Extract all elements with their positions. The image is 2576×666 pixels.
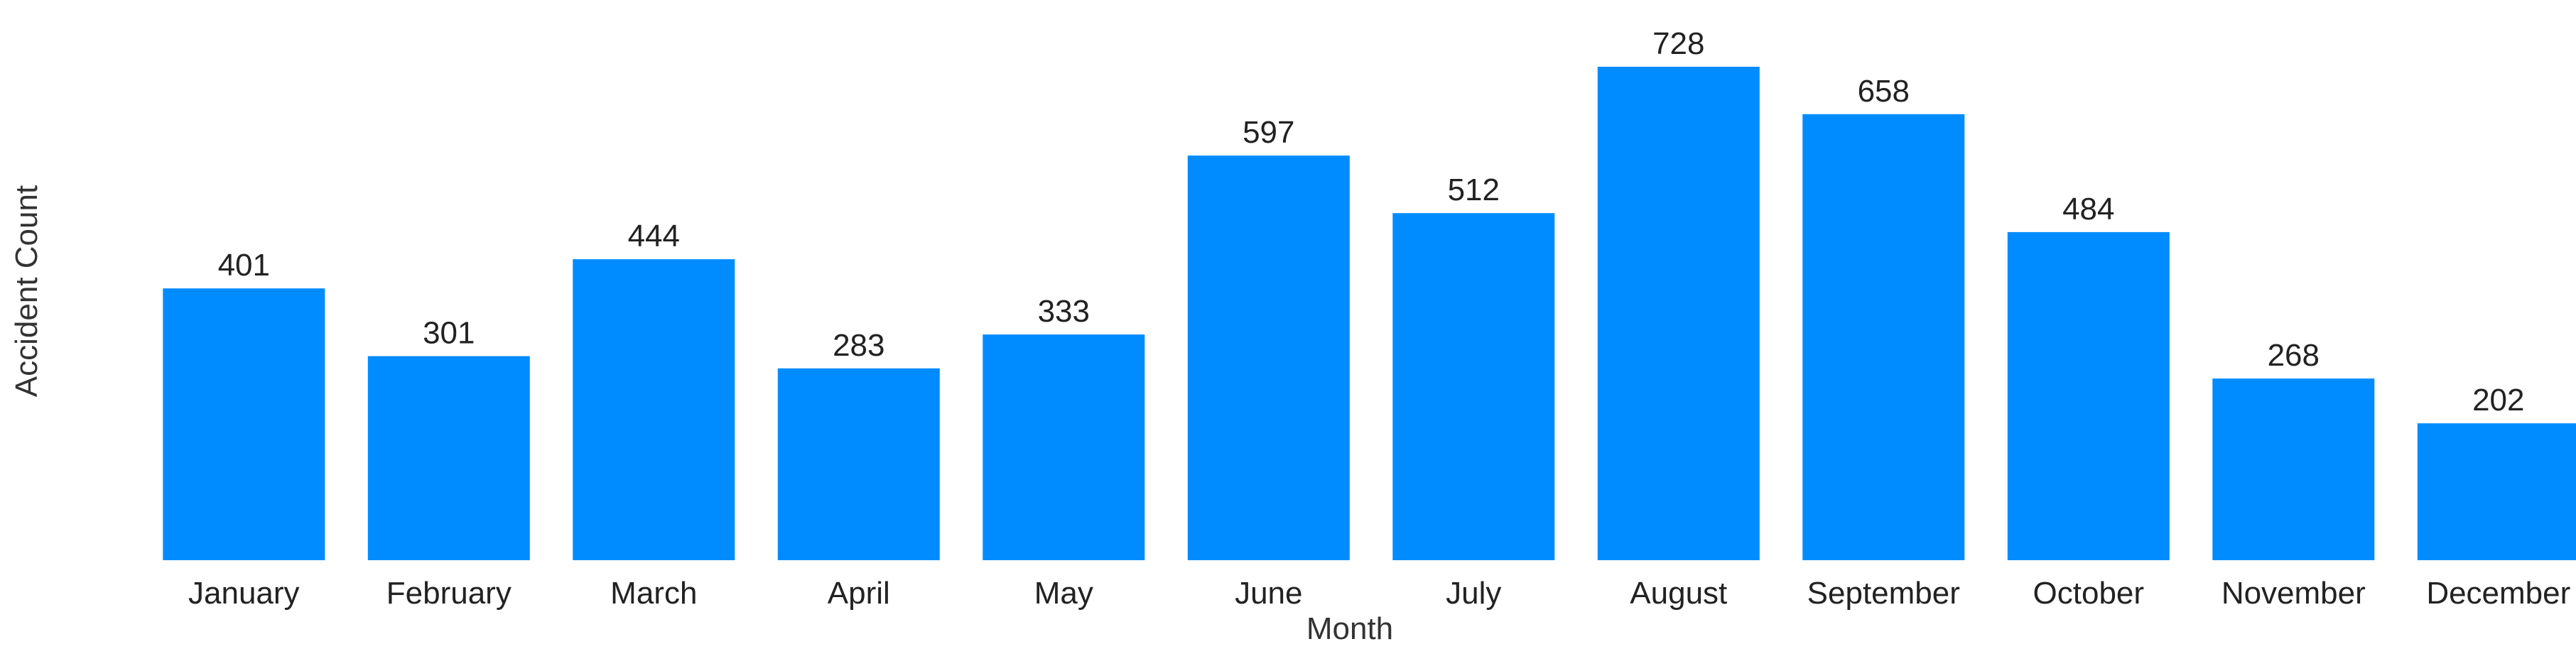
x-tick-labels: January February March April May June July Augu… — [188, 576, 2570, 611]
x-tick-label-january: January — [188, 576, 300, 611]
value-label-november: 268 — [2268, 338, 2320, 373]
bar-december — [2417, 423, 2576, 560]
x-tick-label-november: November — [2221, 576, 2366, 611]
bar-october — [2007, 231, 2170, 560]
bar-july — [1392, 213, 1555, 560]
x-tick-label-august: August — [1630, 576, 1727, 611]
x-axis-title: Month — [1306, 611, 1393, 646]
value-label-june: 597 — [1243, 115, 1294, 150]
value-label-february: 301 — [423, 316, 475, 351]
bar-february — [367, 356, 530, 560]
value-label-september: 658 — [1858, 74, 1910, 109]
x-tick-label-december: December — [2426, 576, 2570, 611]
value-labels-layer: 401 301 444 283 333 597 512 728 658 484 268 202 — [218, 26, 2525, 417]
bar-august — [1597, 67, 1760, 560]
value-label-may: 333 — [1038, 294, 1090, 329]
value-label-december: 202 — [2472, 383, 2524, 417]
x-tick-label-october: October — [2033, 576, 2145, 611]
x-tick-label-april: April — [828, 576, 890, 611]
bars-layer — [163, 67, 2576, 561]
x-tick-label-september: September — [1807, 576, 1960, 611]
bar-march — [573, 259, 735, 560]
value-label-october: 484 — [2062, 192, 2114, 226]
value-label-august: 728 — [1652, 26, 1704, 61]
bar-september — [1802, 114, 1965, 561]
x-tick-label-july: July — [1446, 576, 1501, 611]
y-axis-title: Accident Count — [9, 185, 44, 397]
bar-january — [163, 288, 325, 560]
x-tick-label-february: February — [386, 576, 512, 611]
x-tick-label-june: June — [1235, 576, 1302, 611]
bar-november — [2212, 378, 2375, 560]
value-label-march: 444 — [628, 219, 680, 253]
bar-june — [1187, 155, 1350, 561]
value-label-april: 283 — [833, 328, 884, 363]
bar-may — [983, 334, 1145, 560]
value-label-january: 401 — [218, 248, 270, 283]
value-label-july: 512 — [1448, 173, 1500, 207]
bar-april — [777, 368, 940, 560]
x-tick-label-march: March — [610, 576, 697, 611]
x-tick-label-may: May — [1034, 576, 1093, 611]
